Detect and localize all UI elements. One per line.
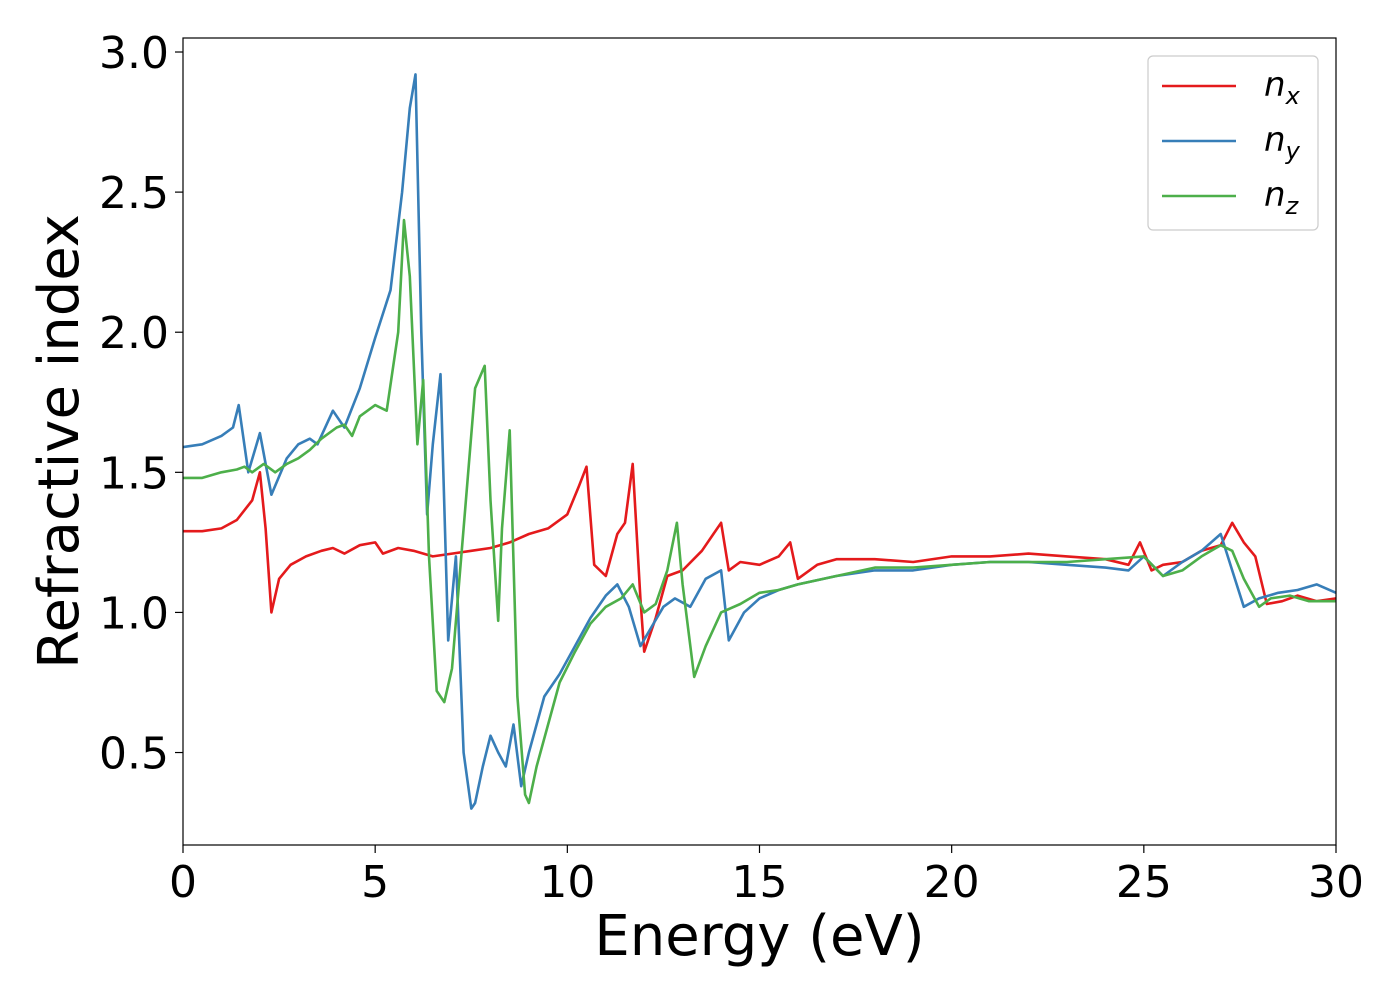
- legend-label: nz: [1264, 175, 1300, 220]
- y-tick-label: 1.0: [99, 588, 169, 639]
- y-tick-label: 3.0: [99, 28, 169, 79]
- legend-label-base: n: [1264, 120, 1286, 160]
- legend-label: ny: [1264, 120, 1301, 165]
- legend-item-y: ny: [1162, 120, 1301, 165]
- x-tick-label: 30: [1308, 857, 1364, 908]
- series-line-z: [183, 218, 1336, 805]
- x-tick-label: 5: [361, 857, 389, 908]
- legend-label-subscript: x: [1285, 82, 1301, 110]
- y-tick-label: 2.5: [99, 168, 169, 219]
- x-tick-label: 0: [169, 857, 197, 908]
- legend-label: nx: [1264, 65, 1301, 110]
- legend-item-z: nz: [1162, 175, 1300, 220]
- x-tick-label: 10: [539, 857, 595, 908]
- x-tick-label: 15: [732, 857, 788, 908]
- x-tick-label: 20: [924, 857, 980, 908]
- series-line-x: [183, 462, 1336, 653]
- x-tick-label: 25: [1116, 857, 1172, 908]
- plot-lines: [183, 73, 1336, 810]
- legend-label-subscript: z: [1285, 192, 1300, 220]
- x-axis-ticks: 0 5 10 15 20 25 30: [169, 845, 1364, 908]
- y-tick-label: 2.0: [99, 308, 169, 359]
- y-axis-ticks: 0.5 1.0 1.5 2.0 2.5 3.0: [99, 28, 183, 780]
- x-axis-title: Energy (eV): [594, 904, 924, 969]
- legend-box: [1147, 55, 1319, 231]
- y-axis-title: Refractive index: [27, 214, 92, 669]
- legend-label-subscript: y: [1285, 137, 1301, 165]
- series-line-y: [183, 73, 1336, 810]
- y-tick-label: 1.5: [99, 448, 169, 499]
- legend-label-base: n: [1264, 65, 1286, 105]
- legend-item-x: nx: [1162, 65, 1301, 110]
- legend-label-base: n: [1264, 175, 1286, 215]
- y-tick-label: 0.5: [99, 729, 169, 780]
